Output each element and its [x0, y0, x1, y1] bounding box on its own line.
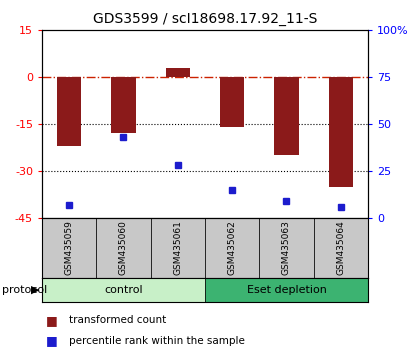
Bar: [42, 278, 204, 302]
Text: control: control: [104, 285, 142, 295]
Text: GSM435063: GSM435063: [281, 221, 290, 275]
Text: GSM435061: GSM435061: [173, 221, 182, 275]
Text: GSM435059: GSM435059: [65, 221, 74, 275]
Title: GDS3599 / scI18698.17.92_11-S: GDS3599 / scI18698.17.92_11-S: [92, 12, 317, 26]
Text: percentile rank within the sample: percentile rank within the sample: [68, 336, 244, 346]
Bar: [219, 77, 244, 127]
Text: GSM435060: GSM435060: [119, 221, 128, 275]
Text: protocol: protocol: [2, 285, 47, 295]
Bar: [274, 77, 298, 155]
Bar: [57, 77, 81, 146]
Bar: [111, 77, 135, 133]
Bar: [42, 218, 96, 278]
Text: ▶: ▶: [31, 285, 39, 295]
Bar: [204, 278, 367, 302]
Bar: [150, 218, 204, 278]
Text: ■: ■: [46, 335, 58, 348]
Text: ■: ■: [46, 314, 58, 327]
Bar: [204, 218, 259, 278]
Bar: [313, 218, 367, 278]
Bar: [96, 218, 150, 278]
Text: transformed count: transformed count: [68, 315, 166, 325]
Text: GSM435064: GSM435064: [335, 221, 344, 275]
Text: GSM435062: GSM435062: [227, 221, 236, 275]
Bar: [328, 77, 352, 187]
Text: Eset depletion: Eset depletion: [246, 285, 326, 295]
Bar: [259, 218, 313, 278]
Bar: [165, 68, 190, 77]
